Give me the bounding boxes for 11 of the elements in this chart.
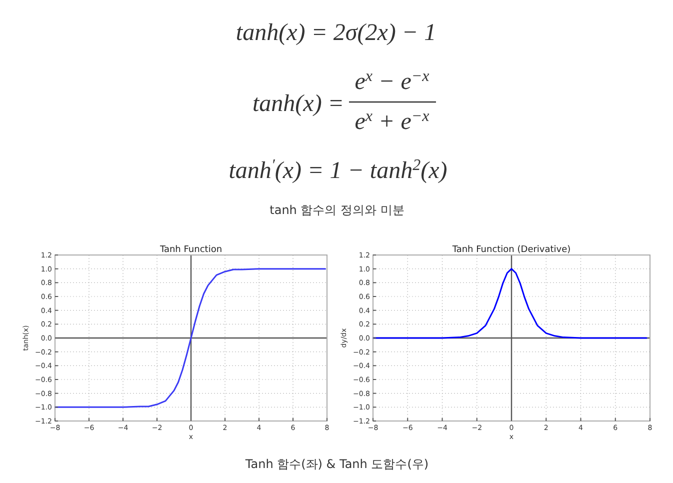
chart-title: Tanh Function [158, 245, 222, 255]
chart-title: Tanh Function (Derivative) [451, 245, 571, 255]
text: e$^{x}$ + e$^{−x}$ [354, 108, 430, 135]
line-series [54, 268, 326, 408]
text: tanh$^{′}$(x) = 1 − tanh$^{2}$(x) [228, 156, 448, 184]
text: tanh(x) = 2σ(2x) − 1 [236, 20, 436, 46]
text: e$^{x}$ − e$^{−x}$ [354, 68, 430, 95]
line-series [372, 268, 648, 339]
text: Tanh 함수(좌) & Tanh 도함수(우) [244, 457, 429, 471]
text: tanh(x) = [252, 91, 344, 117]
text: tanh 함수의 정의와 미분 [270, 203, 404, 217]
